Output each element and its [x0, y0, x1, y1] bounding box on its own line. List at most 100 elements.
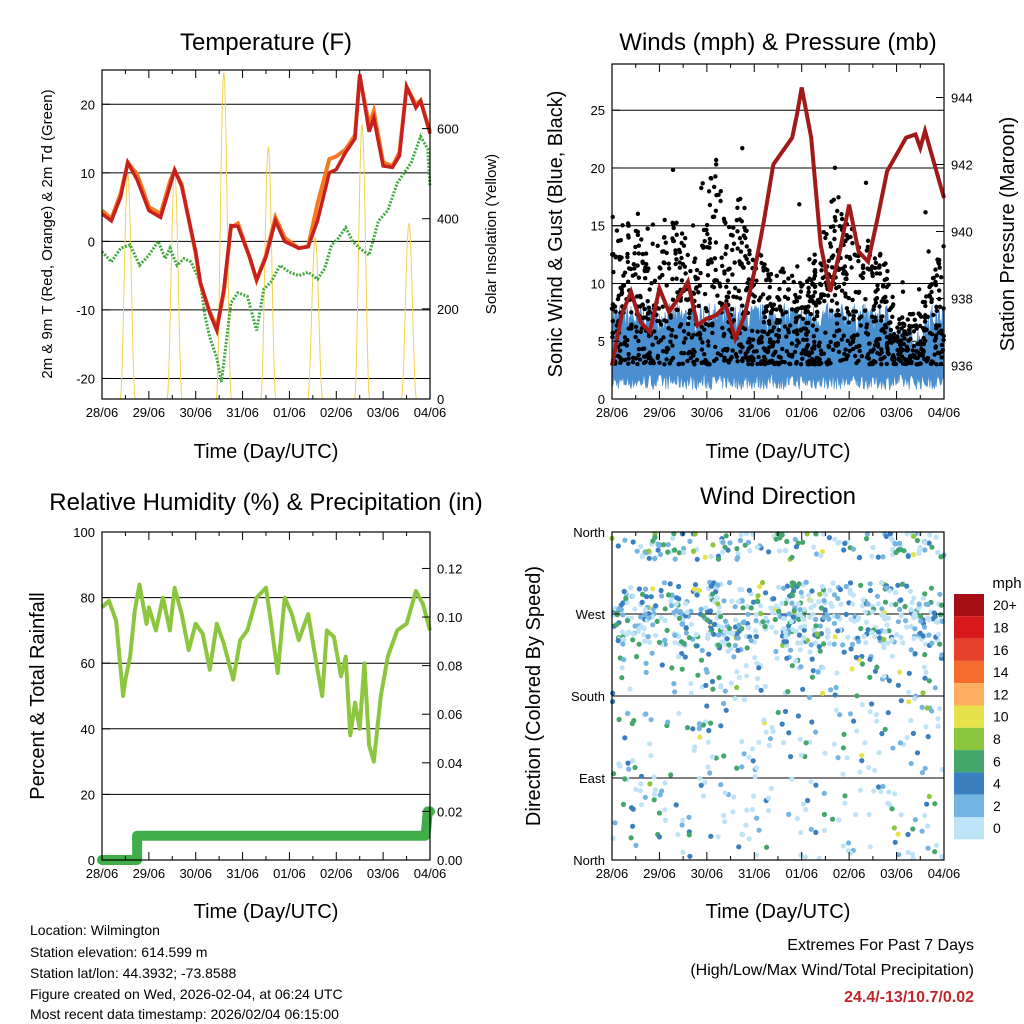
gust-dot	[919, 346, 924, 352]
gust-dot	[696, 290, 701, 295]
gust-dot	[746, 260, 751, 265]
direction-dot	[826, 616, 832, 622]
direction-dot	[915, 605, 922, 612]
direction-dot	[847, 590, 853, 596]
x-tick-label: 02/06	[833, 405, 866, 420]
direction-dot	[840, 745, 847, 751]
direction-dot	[638, 543, 644, 550]
direction-dot	[739, 831, 745, 837]
gust-dot	[864, 355, 870, 360]
direction-dot	[885, 710, 891, 716]
direction-dot	[700, 613, 706, 619]
colorbar-swatch	[954, 705, 984, 728]
direction-dot	[912, 651, 918, 657]
direction-dot	[765, 795, 772, 801]
gust-dot	[714, 193, 719, 198]
gust-dot	[923, 210, 928, 215]
direction-dot	[820, 690, 826, 697]
gust-dot	[809, 350, 815, 355]
gust-dot	[763, 266, 768, 272]
gust-dot	[732, 260, 737, 265]
gust-dot	[833, 218, 838, 223]
direction-dot	[619, 665, 625, 671]
gust-dot	[679, 231, 685, 236]
y-tick-label: 10	[591, 276, 605, 291]
direction-dot	[882, 726, 888, 733]
gust-dot	[812, 343, 817, 349]
direction-dot	[691, 747, 697, 754]
gust-dot	[843, 238, 848, 244]
direction-dot	[770, 610, 776, 616]
y-tick-label: South	[571, 689, 605, 704]
direction-dot	[749, 806, 756, 813]
direction-dot	[718, 683, 724, 689]
direction-dot	[831, 620, 838, 627]
gust-dot	[674, 257, 679, 262]
gust-dot	[674, 276, 679, 281]
gust-dot	[835, 308, 840, 313]
y-tick-label: 40	[81, 722, 95, 737]
gust-dot	[890, 294, 895, 300]
direction-dot	[838, 601, 844, 607]
direction-dot	[784, 538, 790, 545]
gust-dot	[641, 354, 647, 359]
direction-dot	[640, 591, 646, 598]
direction-dot	[828, 687, 834, 693]
gust-dot	[794, 343, 799, 348]
gust-dot	[879, 299, 884, 304]
direction-dot	[722, 819, 728, 825]
direction-dot	[626, 766, 632, 772]
direction-dot	[851, 618, 858, 624]
gust-dot	[874, 337, 880, 342]
direction-dot	[750, 793, 757, 799]
gust-dot	[845, 338, 850, 343]
gust-dot	[777, 318, 782, 323]
gust-dot	[818, 261, 823, 266]
extremes-values: 24.4/-13/10.7/0.02	[844, 989, 974, 1006]
gust-dot	[704, 309, 709, 314]
direction-dot	[659, 662, 665, 668]
gust-dot	[844, 276, 849, 282]
gust-dot	[673, 248, 678, 253]
direction-dot	[881, 636, 887, 643]
gust-dot	[939, 355, 944, 360]
gust-dot	[684, 297, 689, 302]
gust-dot	[828, 224, 834, 230]
gust-dot	[810, 323, 815, 328]
gust-dot	[674, 232, 679, 237]
direction-dot	[716, 632, 722, 638]
direction-dot	[672, 689, 678, 695]
gust-dot	[626, 279, 631, 284]
gust-dot	[882, 330, 887, 335]
gust-dot	[797, 314, 802, 319]
gust-dot	[670, 167, 676, 173]
direction-dot	[676, 710, 682, 717]
direction-dot	[899, 581, 905, 587]
direction-dot	[892, 839, 898, 845]
direction-dot	[709, 678, 716, 685]
direction-dot	[809, 719, 815, 725]
gust-dot	[850, 346, 856, 352]
gust-dot	[698, 336, 703, 341]
direction-dot	[763, 729, 769, 735]
gust-dot	[625, 254, 630, 260]
direction-dot	[651, 797, 657, 803]
direction-dot	[698, 606, 704, 612]
gust-dot	[757, 336, 762, 341]
direction-dot	[809, 656, 815, 662]
gust-dot	[937, 304, 943, 309]
gust-dot	[730, 348, 735, 353]
direction-dot	[900, 640, 906, 646]
direction-dot	[862, 740, 868, 746]
gust-dot	[800, 356, 805, 361]
gust-dot	[912, 323, 917, 329]
direction-dot	[658, 615, 664, 621]
direction-dot	[841, 649, 847, 655]
gust-dot	[885, 269, 890, 274]
colorbar-swatch	[954, 772, 984, 795]
gust-dot	[879, 327, 885, 333]
direction-dot	[853, 812, 859, 818]
gust-dot	[832, 165, 838, 170]
direction-dot	[789, 776, 795, 782]
gust-dot	[707, 240, 713, 246]
